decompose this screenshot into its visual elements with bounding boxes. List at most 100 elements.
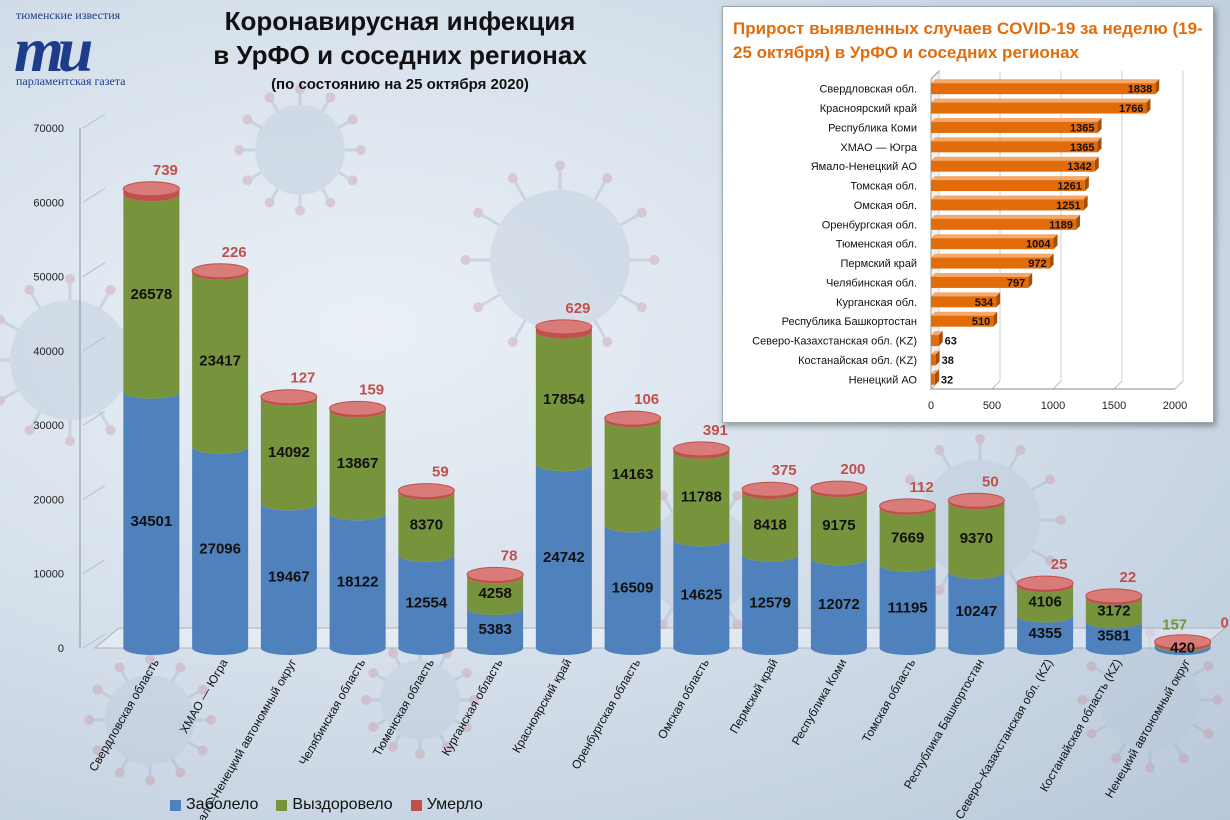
bar-sick-body	[535, 464, 592, 656]
virus-spike-tip	[361, 695, 371, 705]
bar-dead	[1154, 641, 1211, 651]
inset-bar	[931, 98, 1151, 114]
virus-spike	[28, 359, 72, 431]
y-tick-label: 20000	[33, 494, 64, 506]
virus-spike-tip	[975, 434, 985, 444]
inset-bar-side	[996, 292, 1001, 308]
virus-decoration	[0, 274, 156, 446]
virus-spike	[477, 258, 561, 309]
virus-spike-tip	[388, 648, 398, 659]
virus-spike	[1114, 699, 1152, 760]
bar-sick-body	[467, 608, 524, 656]
bar-top-cap	[466, 566, 524, 582]
gridline	[82, 410, 106, 426]
bar-recovered	[1085, 597, 1142, 629]
logo-top-text: тюменские известия	[16, 8, 121, 22]
title-line-1: Коронавирусная инфекция	[224, 6, 576, 36]
bar-dead-body	[260, 396, 317, 406]
inset-bar-face	[931, 141, 1098, 153]
value-label-recovered: 14163	[612, 466, 654, 483]
value-label-dead: 25	[1051, 556, 1068, 573]
bar-recovered-body	[742, 492, 799, 562]
virus-spike-tip	[145, 775, 155, 786]
inset-x-tick-label: 1000	[1041, 400, 1065, 412]
bar-recovered	[879, 507, 936, 572]
value-label-sick: 18122	[337, 574, 379, 591]
virus-spike-tip	[84, 715, 95, 725]
value-label-recovered: 4106	[1028, 593, 1061, 610]
value-label-dead: 78	[501, 547, 518, 564]
bar-recovered	[260, 398, 317, 511]
virus-spike	[558, 177, 609, 261]
inset-bar	[931, 331, 943, 347]
bar-sick-body	[260, 503, 317, 656]
value-label-dead: 226	[222, 244, 247, 261]
inset-bar-face	[931, 160, 1095, 172]
bar-sick-body	[879, 564, 936, 656]
virus-spike	[1090, 664, 1151, 702]
weekly-growth-panel: Прирост выявленных случаев COVID-19 за н…	[722, 6, 1214, 423]
virus-spike	[477, 211, 561, 262]
value-label-dead: 200	[840, 461, 865, 478]
virus-spike-tip	[1145, 762, 1155, 773]
inset-category-label: Северо-Казахстанская обл. (KZ)	[752, 336, 917, 348]
bar-recovered-body	[604, 420, 661, 533]
virus-spike-tip	[264, 92, 275, 103]
bar-sick	[948, 571, 1005, 656]
inset-bar	[931, 272, 1033, 288]
bar-recovered	[673, 451, 730, 547]
bar-dead	[398, 490, 455, 500]
virus-spike-tip	[295, 205, 305, 216]
virus-spike-tip	[461, 668, 472, 678]
virus-spike-tip	[105, 425, 116, 436]
virus-spike-tip	[1045, 555, 1056, 566]
title-line-2: в УрФО и соседних регионах	[213, 40, 587, 70]
gridline	[82, 336, 106, 352]
virus-spike	[391, 652, 422, 701]
bar-sick-body	[1017, 615, 1074, 656]
inset-bar-face	[931, 257, 1050, 269]
weekly-growth-bar-chart: 0 500 1000 1500 2000 1838 Свердловская обл. 176…	[752, 69, 1187, 412]
bar-top-cap	[329, 400, 387, 416]
bar-dead-body	[398, 490, 455, 500]
virus-spike-tip	[602, 336, 613, 347]
value-label-dead: 629	[565, 300, 590, 317]
bar-recovered-body	[673, 451, 730, 547]
value-label-sick: 14625	[681, 587, 723, 604]
inset-bar-side	[1094, 156, 1099, 172]
bar-top-cap	[260, 389, 318, 405]
inset-bar-top	[931, 292, 1001, 297]
inset-value-label: 510	[972, 316, 990, 328]
inset-category-label: Пермский край	[840, 258, 917, 270]
bar-sick-body	[192, 446, 249, 656]
inset-value-label: 1766	[1119, 103, 1143, 115]
inset-bar	[931, 156, 1099, 172]
inset-x-tick-label: 0	[928, 400, 934, 412]
inset-bar-side	[935, 350, 940, 366]
virus-spike-tip	[732, 490, 743, 501]
bar-top-cap	[810, 480, 868, 496]
virus-spike-tip	[368, 668, 379, 678]
value-label-dead: 0	[1220, 615, 1228, 632]
value-label-sick: 12579	[749, 594, 791, 611]
inset-bar-face	[931, 335, 939, 347]
bar-recovered-body	[329, 410, 386, 521]
bar-top-cap	[1016, 575, 1074, 591]
value-label-recovered: 17854	[543, 391, 585, 408]
bar-dead	[329, 408, 386, 418]
bar-sick-body	[742, 554, 799, 656]
virus-spike-tip	[473, 302, 484, 313]
value-label-sick: 4355	[1028, 625, 1061, 642]
virus-spike	[559, 211, 643, 262]
inset-category-label: ХМАО — Югра	[840, 142, 918, 154]
y-tick-label: 70000	[33, 123, 64, 135]
legend-swatch-dead	[410, 799, 422, 811]
bar-sick-body	[398, 554, 455, 656]
virus-spike	[372, 671, 421, 702]
gridline	[82, 633, 106, 649]
virus-spike-tip	[1203, 661, 1214, 672]
inset-bar-top	[931, 137, 1102, 142]
bar-sick	[742, 554, 799, 656]
legend-item-sick: Заболело	[170, 796, 258, 814]
bar-top-cap	[535, 319, 593, 335]
